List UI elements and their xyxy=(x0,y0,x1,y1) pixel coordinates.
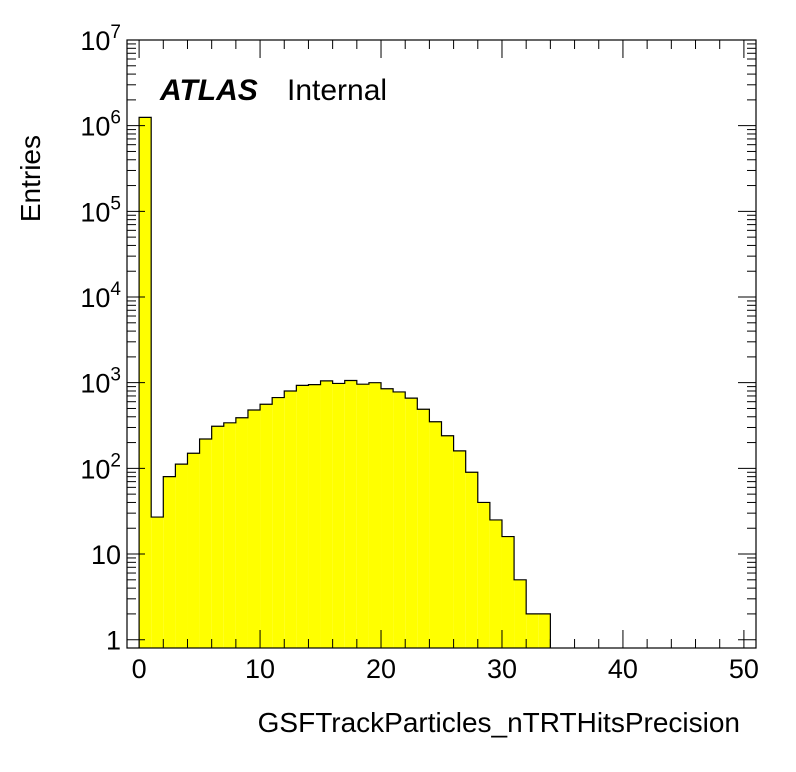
histogram-bar xyxy=(223,422,236,648)
histogram-bar xyxy=(247,409,261,648)
histogram-bar xyxy=(453,450,466,648)
x-axis-ticks xyxy=(138,40,745,648)
histogram-bar xyxy=(139,117,152,648)
histogram-bar xyxy=(405,398,418,648)
x-tick-label: 20 xyxy=(366,654,396,684)
y-tick-label: 106 xyxy=(80,108,121,142)
histogram-bar xyxy=(344,380,357,648)
y-tick-label: 103 xyxy=(80,365,121,399)
y-tick-label: 107 xyxy=(80,22,121,56)
histogram-bar xyxy=(296,385,309,648)
histogram-bar xyxy=(284,390,297,648)
histogram-bar xyxy=(199,439,212,648)
x-axis-tick-labels: 0 10 20 30 40 50 xyxy=(132,654,759,684)
x-axis-title: GSFTrackParticles_nTRTHitsPrecision xyxy=(258,707,740,738)
histogram-bar xyxy=(211,426,224,648)
histogram-outline xyxy=(138,116,551,648)
x-tick-label: 40 xyxy=(608,654,638,684)
histogram-bar xyxy=(187,453,200,648)
histogram-bar xyxy=(356,384,369,648)
y-tick-label: 102 xyxy=(80,450,121,484)
histogram-bar xyxy=(320,380,333,648)
y-tick-label: 105 xyxy=(80,193,121,227)
plot-frame xyxy=(126,39,757,649)
y-tick-label: 1 xyxy=(106,626,121,656)
histogram-bar xyxy=(429,421,442,648)
histogram-bar xyxy=(308,384,321,648)
x-tick-label: 30 xyxy=(487,654,517,684)
histogram-bar xyxy=(272,397,285,648)
y-tick-label: 104 xyxy=(80,279,121,313)
histogram-bar xyxy=(526,613,539,648)
y-axis-ticks xyxy=(127,39,756,641)
histogram-bar xyxy=(514,579,527,648)
histogram-bar xyxy=(332,383,345,648)
histogram-bar xyxy=(441,435,454,648)
histogram-bar xyxy=(501,536,515,648)
histogram-bar xyxy=(260,404,273,648)
y-axis-title: Entries xyxy=(15,135,46,222)
histogram-bar xyxy=(381,388,394,648)
histogram-bar xyxy=(477,502,490,648)
x-tick-label: 50 xyxy=(729,654,759,684)
histogram-bar xyxy=(465,472,478,648)
histogram-bar xyxy=(393,391,406,648)
x-tick-label: 10 xyxy=(245,654,275,684)
histogram-bar xyxy=(538,613,551,648)
histogram-bar xyxy=(489,519,502,648)
x-tick-label: 0 xyxy=(132,654,147,684)
histogram-bar xyxy=(368,382,382,648)
histogram-bar xyxy=(151,517,164,648)
atlas-label: ATLAS xyxy=(159,74,258,107)
histogram-bar xyxy=(175,464,188,648)
histogram-bar xyxy=(235,417,248,648)
internal-label: Internal xyxy=(287,74,387,107)
y-tick-label: 10 xyxy=(91,540,121,570)
y-axis-tick-labels: 1 10 102 103 104 105 106 107 xyxy=(80,22,121,656)
histogram-bar xyxy=(163,476,176,648)
histogram-bars xyxy=(138,116,551,648)
histogram-bar xyxy=(417,409,430,648)
